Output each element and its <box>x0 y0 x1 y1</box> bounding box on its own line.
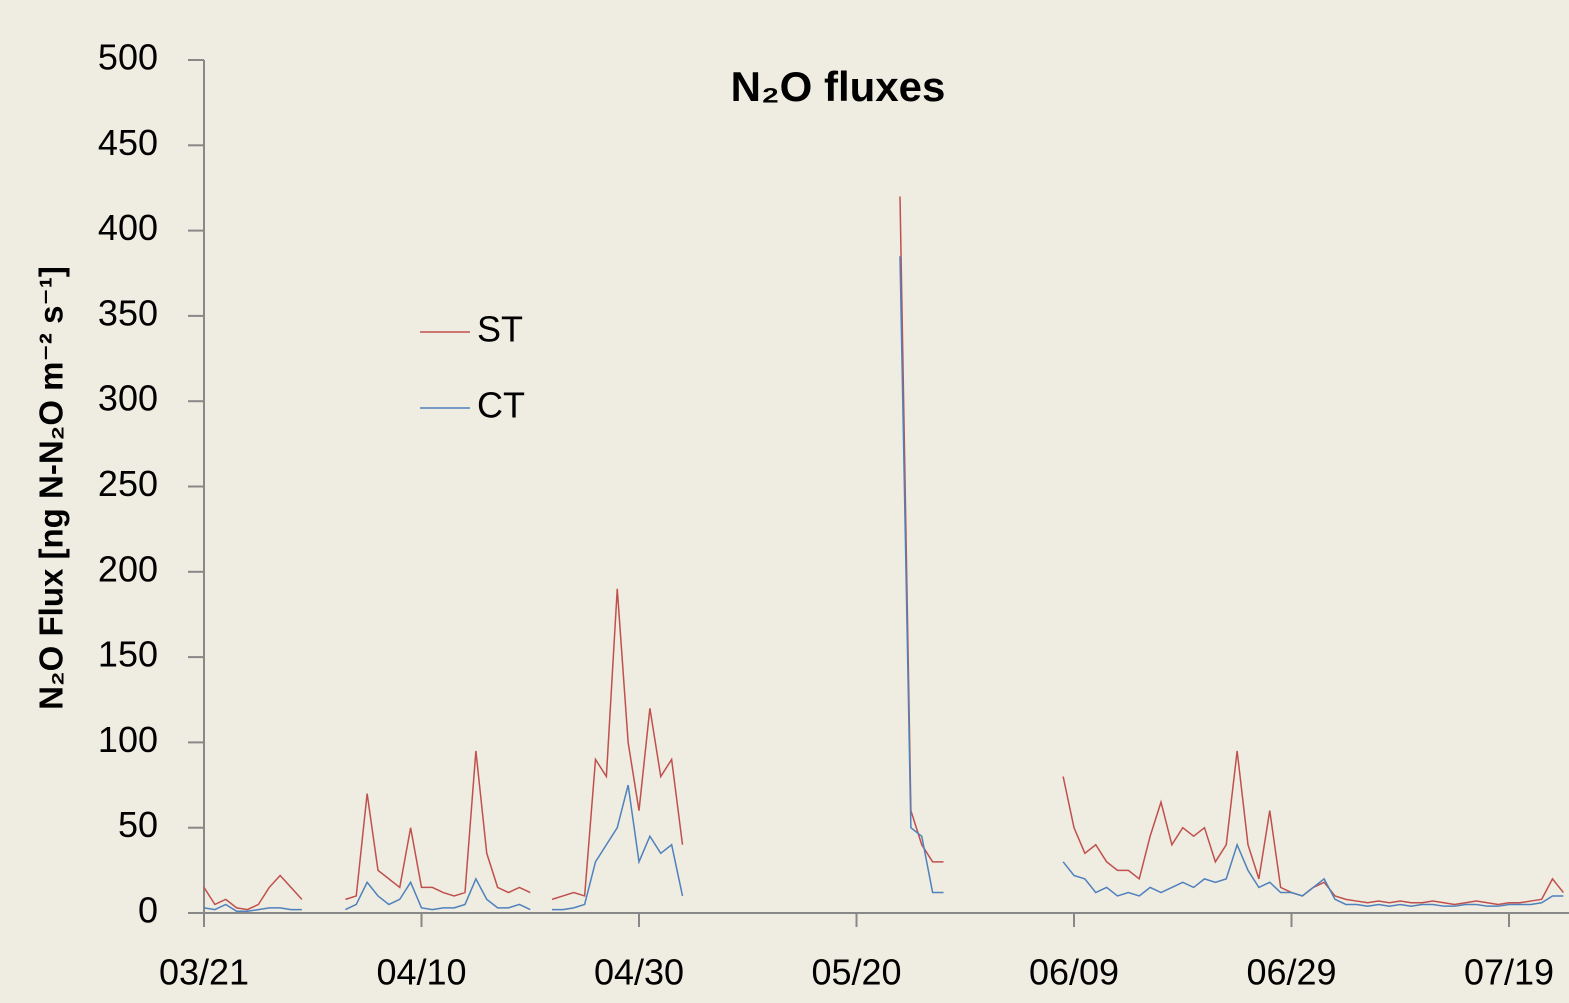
y-tick-label: 250 <box>98 463 158 504</box>
y-tick-label: 450 <box>98 122 158 163</box>
x-tick-label: 07/19 <box>1464 952 1554 993</box>
y-tick-label: 400 <box>98 207 158 248</box>
y-tick-label: 0 <box>138 890 158 931</box>
x-tick-label: 06/29 <box>1246 952 1336 993</box>
chart-title: N₂O fluxes <box>731 63 946 110</box>
legend-label: ST <box>477 309 523 350</box>
series-line <box>203 256 1564 913</box>
x-tick-label: 04/10 <box>376 952 466 993</box>
y-tick-label: 300 <box>98 378 158 419</box>
y-tick-label: 100 <box>98 719 158 760</box>
x-tick-label: 06/09 <box>1029 952 1119 993</box>
y-tick-label: 150 <box>98 634 158 675</box>
y-tick-label: 350 <box>98 292 158 333</box>
y-tick-label: 500 <box>98 37 158 78</box>
x-tick-label: 03/21 <box>159 952 249 993</box>
y-axis-label: N₂O Flux [ng N-N₂O m⁻² s⁻¹] <box>33 266 70 710</box>
y-tick-label: 50 <box>118 804 158 845</box>
y-tick-label: 200 <box>98 548 158 589</box>
x-tick-label: 04/30 <box>594 952 684 993</box>
x-tick-label: 05/20 <box>811 952 901 993</box>
legend-label: CT <box>477 385 525 426</box>
series-line <box>203 196 1564 911</box>
